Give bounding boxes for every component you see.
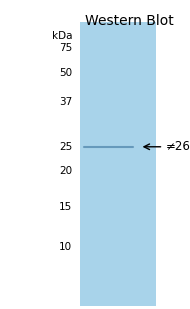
Bar	[80, 22, 156, 306]
Text: Western Blot: Western Blot	[85, 14, 174, 28]
Text: 50: 50	[59, 68, 72, 78]
Text: 75: 75	[59, 43, 72, 53]
Text: 37: 37	[59, 97, 72, 107]
Text: kDa: kDa	[52, 31, 72, 40]
Text: 25: 25	[59, 142, 72, 152]
Text: 20: 20	[59, 167, 72, 176]
Text: ≠26kDa: ≠26kDa	[165, 140, 190, 153]
Text: 15: 15	[59, 202, 72, 212]
Text: 10: 10	[59, 242, 72, 252]
